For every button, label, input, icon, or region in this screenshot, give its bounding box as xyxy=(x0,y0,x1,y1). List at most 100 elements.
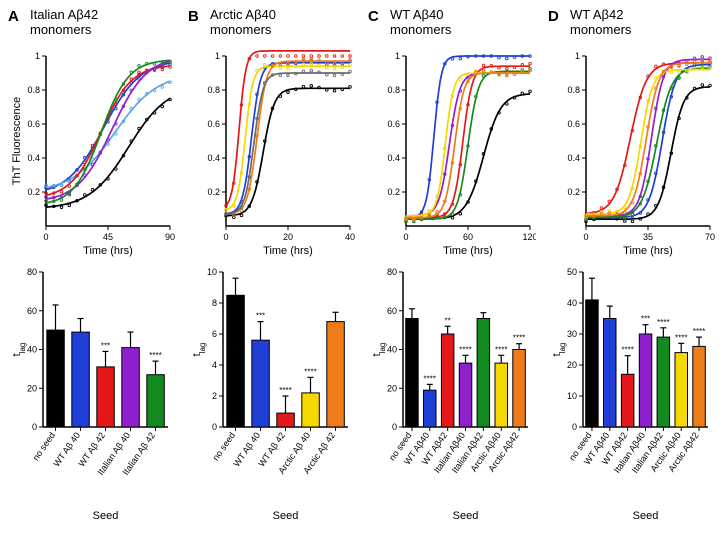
svg-text:35: 35 xyxy=(643,232,653,242)
svg-text:no seed: no seed xyxy=(31,430,58,462)
svg-text:45: 45 xyxy=(103,232,113,242)
svg-text:0: 0 xyxy=(572,422,577,432)
svg-text:30: 30 xyxy=(567,329,577,339)
svg-text:**: ** xyxy=(445,316,451,325)
svg-text:Seed: Seed xyxy=(453,510,479,522)
panel-top-D: D WT Aβ42monomers 0.2 0.4 0.6 0.8 1 0 35 70 Time (… xyxy=(548,8,720,258)
svg-text:tlag: tlag xyxy=(551,343,567,357)
svg-text:20: 20 xyxy=(283,232,293,242)
svg-text:ThT Fluorescence: ThT Fluorescence xyxy=(11,97,23,185)
svg-text:60: 60 xyxy=(463,232,473,242)
svg-text:80: 80 xyxy=(387,267,397,277)
svg-text:6: 6 xyxy=(212,329,217,339)
svg-text:0.4: 0.4 xyxy=(207,153,220,163)
svg-text:Seed: Seed xyxy=(633,510,659,522)
svg-text:***: *** xyxy=(256,312,265,321)
kinetics-chart-D: 0.2 0.4 0.6 0.8 1 0 35 70 Time (hrs) xyxy=(548,8,716,258)
panel-top-A: A Italian Aβ42monomers 0.2 0.4 0.6 0.8 1 0 45 90 T… xyxy=(8,8,180,258)
panel-title-D: WT Aβ42monomers xyxy=(570,8,631,38)
svg-text:40: 40 xyxy=(345,232,355,242)
svg-text:40: 40 xyxy=(387,345,397,355)
svg-text:****: **** xyxy=(675,333,687,342)
svg-text:40: 40 xyxy=(567,298,577,308)
svg-text:Time (hrs): Time (hrs) xyxy=(263,245,313,257)
svg-text:0.6: 0.6 xyxy=(567,119,580,129)
svg-text:1: 1 xyxy=(215,51,220,61)
svg-text:0.4: 0.4 xyxy=(27,153,40,163)
svg-text:0: 0 xyxy=(43,232,48,242)
svg-text:90: 90 xyxy=(165,232,175,242)
kinetics-chart-C: 0.20.40.60.81060120Time (hrs) xyxy=(368,8,536,258)
panel-bottom-C: 020406080no seed****WT Aβ40**WT Aβ42****… xyxy=(368,262,540,532)
svg-text:0.2: 0.2 xyxy=(567,187,580,197)
svg-text:Time (hrs): Time (hrs) xyxy=(83,245,133,257)
panel-title-A: Italian Aβ42monomers xyxy=(30,8,98,38)
svg-text:****: **** xyxy=(424,374,436,383)
panel-top-B: B Arctic Aβ40monomers 0.2 0.4 0.6 0.8 1 0 20 40 Ti… xyxy=(188,8,360,258)
svg-text:tlag: tlag xyxy=(191,343,207,357)
kinetics-chart-A: 0.2 0.4 0.6 0.8 1 0 45 90 ThT Fluorescence Time (… xyxy=(8,8,176,258)
panel-title-C: WT Aβ40monomers xyxy=(390,8,451,38)
svg-text:60: 60 xyxy=(387,306,397,316)
svg-text:0.4: 0.4 xyxy=(567,153,580,163)
panel-title-B: Arctic Aβ40monomers xyxy=(210,8,276,38)
svg-text:****: **** xyxy=(621,346,633,355)
svg-text:0: 0 xyxy=(403,232,408,242)
svg-text:****: **** xyxy=(279,386,291,395)
svg-text:50: 50 xyxy=(567,267,577,277)
svg-text:tlag: tlag xyxy=(371,343,387,357)
panel-bottom-A: 020406080no seedWT Aβ 40***WT Aβ 42Itali… xyxy=(8,262,180,532)
svg-text:0.4: 0.4 xyxy=(387,153,400,163)
svg-text:80: 80 xyxy=(27,267,37,277)
bar-chart-B: 0246810no seed***WT Aβ 40****WT Aβ 42***… xyxy=(188,262,356,532)
svg-text:0.2: 0.2 xyxy=(207,187,220,197)
svg-text:20: 20 xyxy=(27,383,37,393)
svg-text:1: 1 xyxy=(35,51,40,61)
panel-label-B: B xyxy=(188,8,199,25)
svg-text:10: 10 xyxy=(567,391,577,401)
svg-text:no seed: no seed xyxy=(211,430,238,462)
panel-label-A: A xyxy=(8,8,19,25)
svg-text:0: 0 xyxy=(583,232,588,242)
svg-text:Seed: Seed xyxy=(273,510,299,522)
svg-text:****: **** xyxy=(693,327,705,336)
panel-bottom-B: 0246810no seed***WT Aβ 40****WT Aβ 42***… xyxy=(188,262,360,532)
svg-text:***: *** xyxy=(641,315,650,324)
svg-text:0.8: 0.8 xyxy=(387,85,400,95)
svg-text:****: **** xyxy=(513,334,525,343)
svg-text:0: 0 xyxy=(223,232,228,242)
svg-text:8: 8 xyxy=(212,298,217,308)
svg-text:Time (hrs): Time (hrs) xyxy=(623,245,673,257)
panel-label-D: D xyxy=(548,8,559,25)
svg-text:0.2: 0.2 xyxy=(27,187,40,197)
svg-text:0.6: 0.6 xyxy=(27,119,40,129)
svg-text:4: 4 xyxy=(212,360,217,370)
bar-chart-D: 01020304050no seedWT Aβ40****WT Aβ42***I… xyxy=(548,262,716,532)
panel-label-C: C xyxy=(368,8,379,25)
svg-text:****: **** xyxy=(657,318,669,327)
svg-text:0.6: 0.6 xyxy=(207,119,220,129)
svg-text:70: 70 xyxy=(705,232,715,242)
svg-text:10: 10 xyxy=(207,267,217,277)
panel-top-C: CWT Aβ40monomers0.20.40.60.81060120Time … xyxy=(368,8,540,258)
svg-text:1: 1 xyxy=(575,51,580,61)
kinetics-chart-B: 0.2 0.4 0.6 0.8 1 0 20 40 Time (hrs) xyxy=(188,8,356,258)
svg-text:1: 1 xyxy=(395,51,400,61)
svg-text:0: 0 xyxy=(32,422,37,432)
bar-chart-C: 020406080no seed****WT Aβ40**WT Aβ42****… xyxy=(368,262,536,532)
svg-text:Time (hrs): Time (hrs) xyxy=(443,245,493,257)
svg-text:0.6: 0.6 xyxy=(387,119,400,129)
svg-text:0.8: 0.8 xyxy=(567,85,580,95)
svg-text:0: 0 xyxy=(212,422,217,432)
svg-text:tlag: tlag xyxy=(11,343,27,357)
svg-text:20: 20 xyxy=(387,383,397,393)
svg-text:0: 0 xyxy=(392,422,397,432)
svg-text:0.8: 0.8 xyxy=(207,85,220,95)
svg-text:2: 2 xyxy=(212,391,217,401)
svg-text:***: *** xyxy=(101,341,110,350)
svg-text:0.2: 0.2 xyxy=(387,187,400,197)
svg-text:60: 60 xyxy=(27,306,37,316)
svg-text:Seed: Seed xyxy=(93,510,119,522)
panel-bottom-D: 01020304050no seedWT Aβ40****WT Aβ42***I… xyxy=(548,262,720,532)
svg-text:0.8: 0.8 xyxy=(27,85,40,95)
